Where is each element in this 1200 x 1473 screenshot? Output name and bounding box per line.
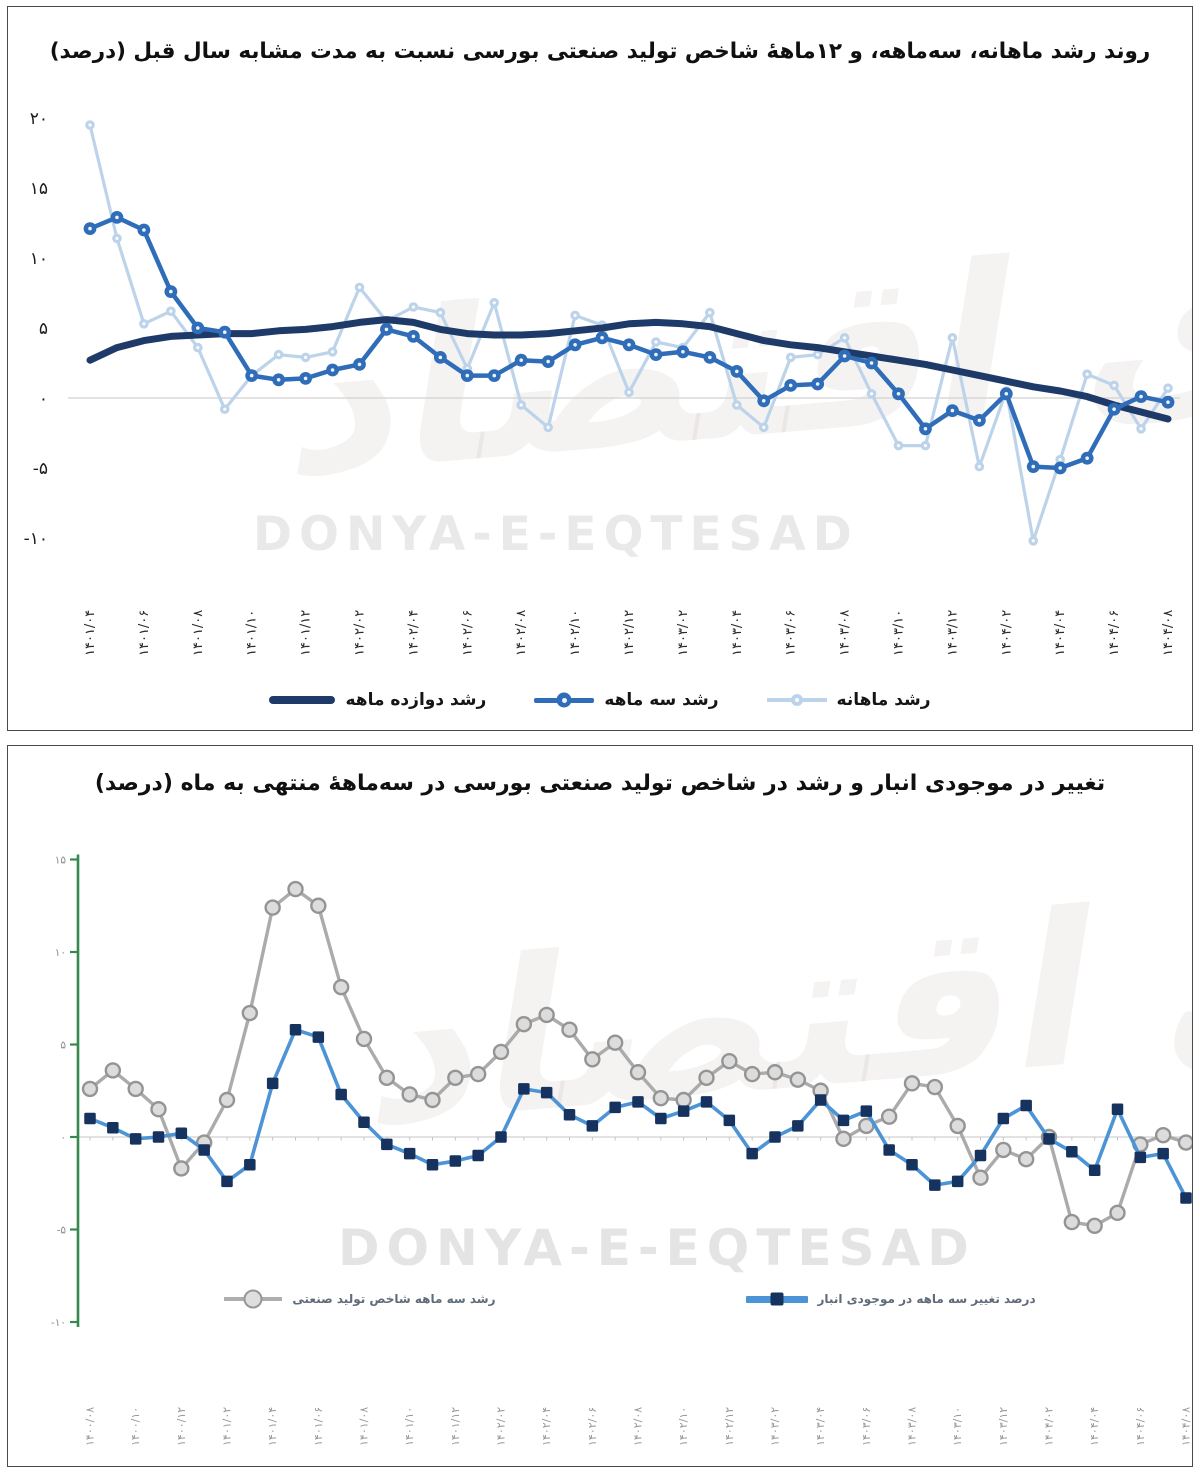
series-0 <box>81 880 1192 1234</box>
svg-text:۱۴۰۲/۱۰: ۱۴۰۲/۱۰ <box>677 1407 690 1446</box>
y-axis-labels: ۱۵ ۱۰ ۵ ۰ -۵ -۱۰ <box>51 854 66 1329</box>
svg-text:-۵: -۵ <box>33 459 48 479</box>
svg-text:۰: ۰ <box>39 389 48 409</box>
svg-text:۱۰: ۱۰ <box>30 249 48 269</box>
svg-text:۱۴۰۳/۰۴: ۱۴۰۳/۰۴ <box>814 1407 827 1446</box>
svg-text:۱۴۰۳/۰۲: ۱۴۰۳/۰۲ <box>769 1407 782 1446</box>
svg-text:۱۴۰۴/۰۸: ۱۴۰۴/۰۸ <box>1161 610 1176 656</box>
svg-text:۱۵: ۱۵ <box>30 179 48 199</box>
svg-text:۱۴۰۱/۱۰: ۱۴۰۱/۱۰ <box>245 610 260 656</box>
svg-text:۱۴۰۱/۱۰: ۱۴۰۱/۱۰ <box>403 1407 416 1446</box>
circle-marker-icon <box>790 694 803 706</box>
svg-text:۲۰: ۲۰ <box>30 109 48 129</box>
svg-text:۱۴۰۱/۰۲: ۱۴۰۱/۰۲ <box>221 1407 234 1446</box>
x-axis-labels: ۱۴۰۱/۰۴ ۱۴۰۱/۰۶ ۱۴۰۱/۰۸ ۱۴۰۱/۱۰ ۱۴۰۱/۱۲ ۱۴۰۲/… <box>83 610 1176 656</box>
chart1-title: روند رشد ماهانه، سه‌ماهه، و ۱۲ماهۀ شاخص … <box>49 39 1151 64</box>
svg-text:۱۴۰۲/۱۲: ۱۴۰۲/۱۲ <box>723 1407 736 1446</box>
monthly-line-swatch <box>766 694 827 706</box>
three-month-line-swatch <box>534 692 595 708</box>
chart2-panel: دنیای اقتصاد DONYA-E-EQTESAD تغییر در مو… <box>7 745 1193 1467</box>
open-circle-marker-icon <box>243 1289 263 1309</box>
circle-marker-icon <box>556 692 572 708</box>
series-1 <box>83 211 1175 475</box>
chart2-title: تغییر در موجودی انبار و رشد در شاخص تولی… <box>94 771 1106 796</box>
svg-text:۱۵: ۱۵ <box>55 854 67 866</box>
svg-text:-۵: -۵ <box>57 1224 67 1236</box>
svg-text:۵: ۵ <box>39 319 48 339</box>
svg-text:۱۴۰۴/۰۲: ۱۴۰۴/۰۲ <box>999 610 1014 656</box>
legend-label-production-growth: رشد سه ماهه شاخص تولید صنعتی <box>292 1292 496 1306</box>
svg-text:۱۴۰۴/۰۲: ۱۴۰۴/۰۲ <box>1043 1407 1056 1446</box>
svg-text:۱۴۰۲/۰۴: ۱۴۰۲/۰۴ <box>540 1407 553 1446</box>
svg-text:۱۴۰۱/۱۲: ۱۴۰۱/۱۲ <box>299 610 314 656</box>
svg-text:۱۴۰۱/۰۶: ۱۴۰۱/۰۶ <box>312 1407 325 1446</box>
svg-text:۱۴۰۳/۰۸: ۱۴۰۳/۰۸ <box>906 1407 919 1446</box>
svg-text:۱۴۰۰/۱۰: ۱۴۰۰/۱۰ <box>129 1407 142 1446</box>
legend-item-twelve-month-growth: رشد دوازده ماهه <box>269 690 486 710</box>
legend-item-production-growth: رشد سه ماهه شاخص تولید صنعتی <box>224 1289 496 1309</box>
legend-item-monthly-growth: رشد ماهانه <box>766 690 931 710</box>
svg-text:۱۴۰۳/۱۲: ۱۴۰۳/۱۲ <box>997 1407 1010 1446</box>
svg-text:۱۴۰۲/۰۶: ۱۴۰۲/۰۶ <box>586 1407 599 1446</box>
svg-text:۱۴۰۲/۱۰: ۱۴۰۲/۱۰ <box>568 610 583 656</box>
square-marker-icon <box>770 1292 784 1306</box>
gray-line-swatch <box>224 1289 283 1309</box>
svg-text:۰: ۰ <box>60 1132 66 1144</box>
svg-text:۱۴۰۲/۱۲: ۱۴۰۲/۱۲ <box>622 610 637 656</box>
svg-text:۱۴۰۱/۱۲: ۱۴۰۱/۱۲ <box>449 1407 462 1446</box>
svg-text:۱۴۰۴/۰۴: ۱۴۰۴/۰۴ <box>1088 1407 1101 1446</box>
twelve-month-line-swatch <box>269 696 336 704</box>
legend-label-inventory-change: درصد تغییر سه ماهه در موجودی انبار <box>817 1292 1036 1306</box>
x-axis-labels: ۱۴۰۰/۰۸ ۱۴۰۰/۱۰ ۱۴۰۰/۱۲ ۱۴۰۱/۰۲ ۱۴۰۱/۰۴ ۱۴۰۱/… <box>84 1407 1193 1446</box>
svg-text:۱۴۰۰/۰۸: ۱۴۰۰/۰۸ <box>84 1407 97 1446</box>
series-1 <box>84 1023 1192 1204</box>
svg-text:۱۴۰۲/۰۸: ۱۴۰۲/۰۸ <box>632 1407 645 1446</box>
chart1-panel: دنیای اقتصاد DONYA-E-EQTESAD روند رشد ما… <box>7 6 1193 731</box>
legend-item-inventory-change: درصد تغییر سه ماهه در موجودی انبار <box>745 1292 1036 1306</box>
series-0 <box>86 316 1172 423</box>
svg-text:۱۴۰۲/۰۶: ۱۴۰۲/۰۶ <box>460 610 475 656</box>
svg-text:۱۴۰۱/۰۴: ۱۴۰۱/۰۴ <box>266 1407 279 1446</box>
chart2-legend: رشد سه ماهه شاخص تولید صنعتی درصد تغییر … <box>38 1289 1192 1309</box>
legend-label-monthly: رشد ماهانه <box>836 690 931 710</box>
svg-text:۱۴۰۲/۰۲: ۱۴۰۲/۰۲ <box>495 1407 508 1446</box>
svg-text:۱۴۰۴/۰۶: ۱۴۰۴/۰۶ <box>1134 1407 1147 1446</box>
svg-text:۱۴۰۳/۰۲: ۱۴۰۳/۰۲ <box>676 610 691 656</box>
svg-text:۱۴۰۴/۰۶: ۱۴۰۴/۰۶ <box>1107 610 1122 656</box>
svg-text:۱۴۰۰/۱۲: ۱۴۰۰/۱۲ <box>175 1407 188 1446</box>
svg-text:۱۴۰۲/۰۲: ۱۴۰۲/۰۲ <box>353 610 368 656</box>
chart1-plot: ۲۰ ۱۵ ۱۰ ۵ ۰ -۵ -۱۰ ۱۴۰۱/۰۴ ۱۴۰۱/۰۶ ۱۴۰۱/۰۸ ۱۴۰۱/۱… <box>24 109 1180 656</box>
svg-text:۱۴۰۳/۱۲: ۱۴۰۳/۱۲ <box>945 610 960 656</box>
chart1-legend: رشد دوازده ماهه رشد سه ماهه رشد ماهانه <box>8 690 1192 710</box>
legend-item-three-month-growth: رشد سه ماهه <box>534 690 719 710</box>
svg-text:۱۴۰۴/۰۴: ۱۴۰۴/۰۴ <box>1053 610 1068 656</box>
svg-text:-۱۰: -۱۰ <box>24 529 48 549</box>
svg-text:۱۴۰۴/۰۸: ۱۴۰۴/۰۸ <box>1180 1407 1193 1446</box>
svg-text:-۱۰: -۱۰ <box>51 1317 66 1329</box>
svg-text:۱۴۰۲/۰۸: ۱۴۰۲/۰۸ <box>514 610 529 656</box>
y-axis-labels: ۲۰ ۱۵ ۱۰ ۵ ۰ -۵ -۱۰ <box>24 109 48 549</box>
svg-text:۱۴۰۱/۰۸: ۱۴۰۱/۰۸ <box>358 1407 371 1446</box>
svg-text:۵: ۵ <box>60 1039 66 1051</box>
svg-text:۱۴۰۳/۱۰: ۱۴۰۳/۱۰ <box>892 610 907 656</box>
y-axis <box>70 854 80 1327</box>
svg-text:۱۴۰۳/۰۶: ۱۴۰۳/۰۶ <box>860 1407 873 1446</box>
svg-text:۱۴۰۳/۰۶: ۱۴۰۳/۰۶ <box>784 610 799 656</box>
svg-text:۱۴۰۱/۰۸: ۱۴۰۱/۰۸ <box>191 610 206 656</box>
svg-text:۱۴۰۲/۰۴: ۱۴۰۲/۰۴ <box>406 610 421 656</box>
svg-text:۱۴۰۱/۰۴: ۱۴۰۱/۰۴ <box>83 610 98 656</box>
blue-line-swatch <box>745 1292 808 1306</box>
svg-text:۱۴۰۳/۰۴: ۱۴۰۳/۰۴ <box>730 610 745 656</box>
svg-text:۱۴۰۳/۱۰: ۱۴۰۳/۱۰ <box>951 1407 964 1446</box>
svg-text:۱۴۰۱/۰۶: ۱۴۰۱/۰۶ <box>137 610 152 656</box>
legend-label-twelve-month: رشد دوازده ماهه <box>345 690 487 710</box>
legend-label-three-month: رشد سه ماهه <box>604 690 719 710</box>
svg-text:۱۰: ۱۰ <box>55 947 66 959</box>
svg-text:۱۴۰۳/۰۸: ۱۴۰۳/۰۸ <box>838 610 853 656</box>
